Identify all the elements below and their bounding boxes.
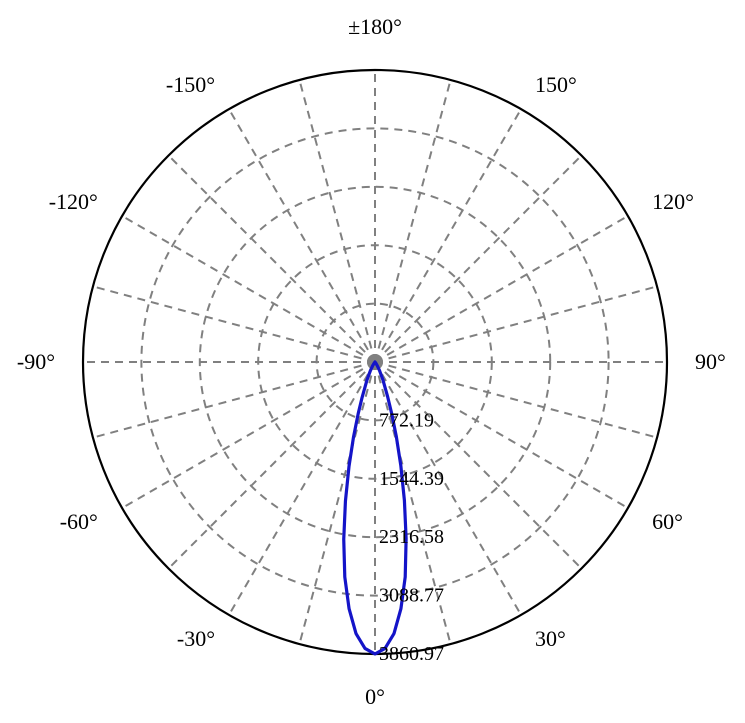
angle-label: ±180° <box>348 14 402 39</box>
angle-label: -60° <box>60 509 98 534</box>
angle-label: 90° <box>695 349 726 374</box>
angle-label: 30° <box>535 626 566 651</box>
angle-label: -30° <box>177 626 215 651</box>
angle-label: 0° <box>365 684 385 709</box>
polar-chart: 772.19 1544.39 2316.58 3088.77 3860.97 0° 30° 6… <box>0 0 745 723</box>
radial-label: 2316.58 <box>379 526 444 548</box>
angle-label: -150° <box>166 72 215 97</box>
radial-label: 772.19 <box>379 409 434 431</box>
angle-label: 60° <box>652 509 683 534</box>
radial-label: 1544.39 <box>379 468 444 490</box>
angle-label: 120° <box>652 189 694 214</box>
angle-label: 150° <box>535 72 577 97</box>
angle-label: -90° <box>17 349 55 374</box>
radial-label: 3860.97 <box>379 643 444 665</box>
radial-label: 3088.77 <box>379 585 444 607</box>
angle-label: -120° <box>49 189 98 214</box>
